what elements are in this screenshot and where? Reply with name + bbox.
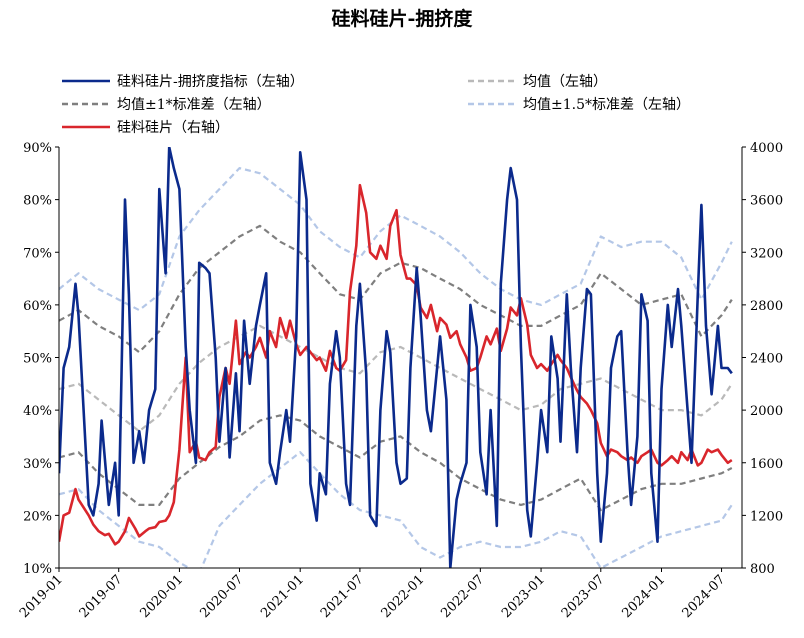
left-tick-label: 50% xyxy=(23,352,52,367)
right-tick-label: 3200 xyxy=(750,246,783,261)
x-tick-label: 2024-01 xyxy=(620,572,669,621)
x-tick-label: 2020-01 xyxy=(137,572,186,621)
right-tick-label: 4000 xyxy=(750,141,783,156)
x-tick-label: 2022-07 xyxy=(438,572,487,621)
legend-label: 均值（左轴） xyxy=(523,74,607,90)
right-tick-label: 1200 xyxy=(750,509,783,524)
legend: 硅料硅片-拥挤度指标（左轴） 均值（左轴） 均值±1*标准差（左轴） 均值±1.5*标… xyxy=(62,74,690,136)
chart-title: 硅料硅片-拥挤度 xyxy=(332,7,474,30)
series-line-6 xyxy=(59,183,733,546)
left-tick-label: 10% xyxy=(23,562,52,577)
right-tick-label: 2400 xyxy=(750,352,783,367)
x-tick-label: 2020-07 xyxy=(197,572,246,621)
x-tick-label: 2023-07 xyxy=(559,572,608,621)
right-tick-label: 3600 xyxy=(750,194,783,209)
left-tick-label: 30% xyxy=(23,457,52,472)
right-tick-label: 2800 xyxy=(750,299,783,314)
left-tick-label: 90% xyxy=(23,141,52,156)
legend-label: 硅料硅片-拥挤度指标（左轴） xyxy=(117,74,304,90)
x-tick-label: 2023-01 xyxy=(499,572,548,621)
left-tick-label: 80% xyxy=(23,194,52,209)
left-tick-label: 60% xyxy=(23,299,52,314)
series-line-3 xyxy=(59,414,733,512)
series-line-4 xyxy=(59,167,733,312)
series-line-0 xyxy=(59,147,733,568)
left-tick-label: 40% xyxy=(23,404,52,419)
right-tick-label: 1600 xyxy=(750,457,783,472)
series-line-2 xyxy=(59,224,733,354)
x-tick-label: 2022-01 xyxy=(379,572,428,621)
legend-label: 硅料硅片（右轴） xyxy=(117,120,229,136)
right-tick-label: 2000 xyxy=(750,404,783,419)
plot-area xyxy=(59,147,733,568)
x-tick-label: 2021-07 xyxy=(318,572,367,621)
x-tick-label: 2021-01 xyxy=(258,572,307,621)
series-line-1 xyxy=(59,324,733,433)
x-tick-label: 2019-07 xyxy=(77,572,126,621)
right-tick-label: 800 xyxy=(750,562,775,577)
left-tick-label: 70% xyxy=(23,246,52,261)
left-tick-label: 20% xyxy=(23,509,52,524)
x-tick-label: 2024-07 xyxy=(680,572,729,621)
legend-label: 均值±1*标准差（左轴） xyxy=(117,97,271,113)
x-tick-label: 2019-01 xyxy=(17,572,66,621)
legend-label: 均值±1.5*标准差（左轴） xyxy=(523,97,690,113)
series-line-5 xyxy=(59,451,733,568)
